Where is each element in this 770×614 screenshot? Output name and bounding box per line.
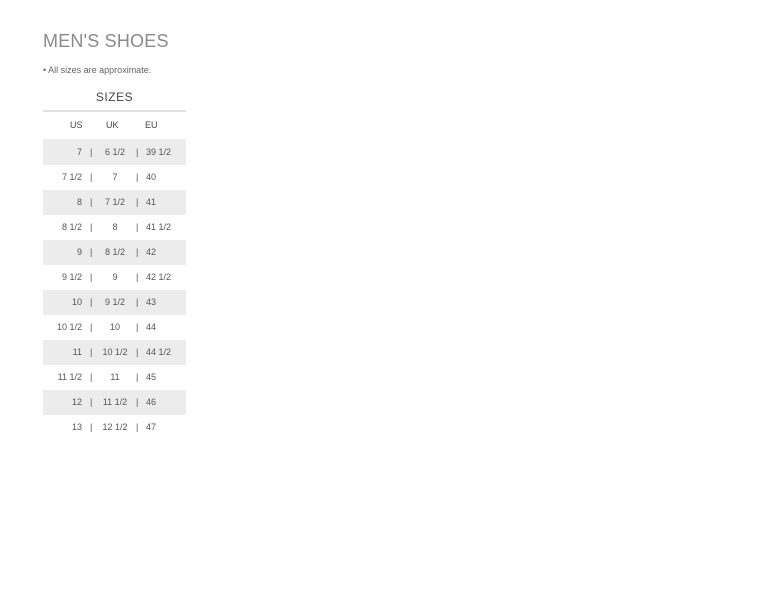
header-us: US (70, 120, 83, 130)
separator: | (136, 297, 139, 307)
size-us: 10 1/2 (56, 322, 82, 332)
table-row: 11 | 10 1/2 | 44 1/2 (43, 340, 186, 365)
table-row: 7 1/2 | 7 | 40 (43, 165, 186, 190)
size-eu: 46 (146, 397, 157, 407)
size-us: 13 (71, 422, 82, 432)
size-eu: 41 1/2 (146, 222, 172, 232)
size-us: 10 (71, 297, 82, 307)
separator: | (136, 397, 139, 407)
separator: | (136, 147, 139, 157)
size-uk: 9 (112, 272, 118, 282)
size-uk: 12 1/2 (102, 422, 128, 432)
size-uk: 8 (112, 222, 118, 232)
size-eu: 42 1/2 (146, 272, 172, 282)
size-us: 7 1/2 (61, 172, 82, 182)
table-header: US UK EU (43, 112, 186, 140)
size-uk: 10 1/2 (102, 347, 128, 357)
table-row: 8 | 7 1/2 | 41 (43, 190, 186, 215)
size-us: 7 (76, 147, 82, 157)
size-us: 12 (71, 397, 82, 407)
size-uk: 10 (109, 322, 120, 332)
size-table: SIZES US UK EU 7 | 6 1/2 | 39 1/2 7 1/2 | 7 | 40 8… (43, 88, 186, 440)
size-eu: 42 (146, 247, 157, 257)
size-eu: 45 (146, 372, 157, 382)
separator: | (90, 172, 93, 182)
size-us: 11 (72, 347, 82, 357)
table-row: 9 1/2 | 9 | 42 1/2 (43, 265, 186, 290)
size-us: 11 1/2 (57, 372, 82, 382)
separator: | (90, 397, 93, 407)
size-eu: 44 (146, 322, 157, 332)
table-caption: SIZES (43, 88, 186, 112)
size-uk: 7 (112, 172, 118, 182)
table-row: 13 | 12 1/2 | 47 (43, 415, 186, 440)
separator: | (90, 272, 93, 282)
size-uk: 6 1/2 (104, 147, 126, 157)
size-uk: 8 1/2 (104, 247, 126, 257)
size-us: 9 (76, 247, 82, 257)
size-eu: 40 (146, 172, 157, 182)
table-row: 8 1/2 | 8 | 41 1/2 (43, 215, 186, 240)
separator: | (136, 222, 139, 232)
approximate-note: • All sizes are approximate. (43, 65, 152, 75)
size-uk: 7 1/2 (104, 197, 126, 207)
separator: | (136, 347, 139, 357)
table-row: 7 | 6 1/2 | 39 1/2 (43, 140, 186, 165)
size-uk: 9 1/2 (104, 297, 126, 307)
separator: | (90, 347, 93, 357)
size-uk: 11 (110, 372, 120, 382)
separator: | (90, 197, 93, 207)
separator: | (136, 322, 139, 332)
separator: | (136, 247, 139, 257)
separator: | (136, 422, 139, 432)
size-us: 9 1/2 (61, 272, 82, 282)
separator: | (90, 372, 93, 382)
separator: | (90, 422, 93, 432)
size-eu: 43 (146, 297, 157, 307)
separator: | (90, 247, 93, 257)
separator: | (90, 147, 93, 157)
table-row: 10 1/2 | 10 | 44 (43, 315, 186, 340)
table-row: 10 | 9 1/2 | 43 (43, 290, 186, 315)
size-us: 8 1/2 (61, 222, 82, 232)
separator: | (90, 322, 93, 332)
separator: | (136, 172, 139, 182)
table-row: 12 | 11 1/2 | 46 (43, 390, 186, 415)
size-eu: 47 (146, 422, 157, 432)
header-uk: UK (106, 120, 119, 130)
page-title: MEN'S SHOES (43, 31, 169, 51)
size-eu: 39 1/2 (146, 147, 172, 157)
separator: | (136, 372, 139, 382)
separator: | (90, 222, 93, 232)
size-eu: 41 (146, 197, 157, 207)
separator: | (136, 197, 139, 207)
table-row: 11 1/2 | 11 | 45 (43, 365, 186, 390)
table-row: 9 | 8 1/2 | 42 (43, 240, 186, 265)
size-eu: 44 1/2 (146, 347, 172, 357)
separator: | (136, 272, 139, 282)
header-eu: EU (145, 120, 158, 130)
size-uk: 11 1/2 (102, 397, 128, 407)
size-us: 8 (76, 197, 82, 207)
separator: | (90, 297, 93, 307)
